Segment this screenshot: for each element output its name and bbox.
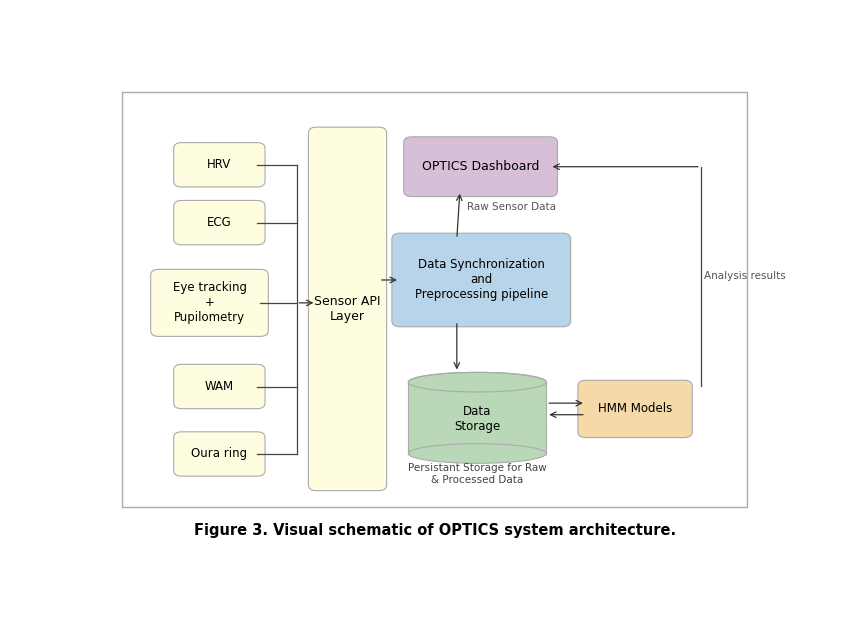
FancyBboxPatch shape xyxy=(174,200,265,245)
FancyBboxPatch shape xyxy=(404,137,557,197)
Text: Sensor API
Layer: Sensor API Layer xyxy=(315,295,381,323)
FancyBboxPatch shape xyxy=(174,364,265,409)
Text: Persistant Storage for Raw
& Processed Data: Persistant Storage for Raw & Processed D… xyxy=(408,463,547,485)
Text: HMM Models: HMM Models xyxy=(598,403,672,416)
Text: Data Synchronization
and
Preprocessing pipeline: Data Synchronization and Preprocessing p… xyxy=(415,259,548,302)
Text: Analysis results: Analysis results xyxy=(704,271,786,281)
FancyBboxPatch shape xyxy=(174,143,265,187)
Text: OPTICS Dashboard: OPTICS Dashboard xyxy=(422,160,539,173)
Text: Raw Sensor Data: Raw Sensor Data xyxy=(466,202,555,212)
Text: Figure 3. Visual schematic of OPTICS system architecture.: Figure 3. Visual schematic of OPTICS sys… xyxy=(193,523,676,538)
FancyBboxPatch shape xyxy=(409,382,546,453)
Text: Eye tracking
+
Pupilometry: Eye tracking + Pupilometry xyxy=(172,281,247,324)
Ellipse shape xyxy=(409,372,546,392)
FancyBboxPatch shape xyxy=(392,233,571,327)
FancyBboxPatch shape xyxy=(174,432,265,476)
FancyBboxPatch shape xyxy=(151,269,268,336)
Text: Data
Storage: Data Storage xyxy=(455,405,500,433)
Text: WAM: WAM xyxy=(205,380,234,393)
FancyBboxPatch shape xyxy=(309,127,387,491)
FancyBboxPatch shape xyxy=(577,380,692,438)
Text: ECG: ECG xyxy=(207,216,232,229)
Ellipse shape xyxy=(409,444,546,463)
FancyBboxPatch shape xyxy=(122,92,747,506)
Text: Oura ring: Oura ring xyxy=(192,448,248,461)
Text: HRV: HRV xyxy=(207,158,232,172)
